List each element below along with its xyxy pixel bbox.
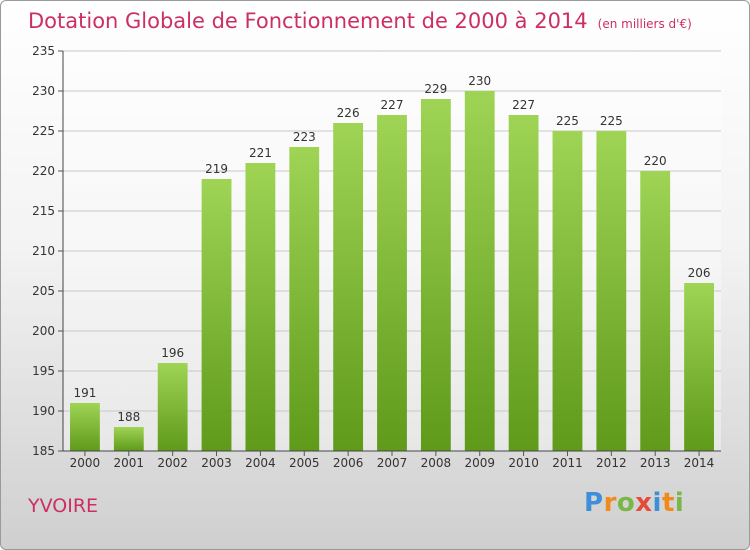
logo-letter: o [616, 488, 636, 518]
bar [508, 115, 539, 451]
bar-value-label: 188 [117, 410, 140, 424]
bar-value-label: 219 [205, 162, 228, 176]
logo-letter: t [661, 488, 675, 518]
chart-title: Dotation Globale de Fonctionnement de 20… [28, 9, 692, 33]
x-tick-label: 2009 [464, 456, 495, 470]
x-tick-label: 2007 [377, 456, 408, 470]
bar [333, 123, 364, 451]
x-tick-label: 2000 [70, 456, 101, 470]
bar-value-label: 227 [381, 98, 404, 112]
bar [157, 363, 188, 451]
y-tick-label: 215 [32, 204, 55, 218]
y-tick-label: 235 [32, 44, 55, 58]
bars: 191 188 196 219 221 223 226 227 229 230 227 225 225 2… [70, 74, 714, 451]
x-tick-label: 2010 [508, 456, 539, 470]
y-tick-label: 210 [32, 244, 55, 258]
bar [420, 99, 451, 451]
logo-letter: P [584, 488, 604, 518]
bar [684, 283, 714, 451]
x-tick-label: 2013 [640, 456, 671, 470]
bar-value-label: 206 [688, 266, 711, 280]
logo-letter: x [635, 488, 653, 518]
bar-value-label: 223 [293, 130, 316, 144]
chart-title-text: Dotation Globale de Fonctionnement de 20… [28, 9, 588, 33]
y-tick-label: 200 [32, 324, 55, 338]
y-tick-label: 230 [32, 84, 55, 98]
y-tick-label: 225 [32, 124, 55, 138]
chart-subtitle: (en milliers d'€) [597, 17, 692, 31]
bar [464, 91, 495, 451]
bar-value-label: 227 [512, 98, 535, 112]
y-tick-label: 185 [32, 444, 55, 458]
bar-value-label: 230 [468, 74, 491, 88]
logo-letter: i [674, 488, 685, 518]
x-tick-label: 2006 [333, 456, 364, 470]
bar [377, 115, 407, 451]
city-name: YVOIRE [28, 495, 99, 517]
x-tick-label: 2005 [289, 456, 320, 470]
logo-letter: i [652, 488, 662, 518]
y-tick-label: 220 [32, 164, 55, 178]
bar [201, 179, 232, 451]
y-tick-label: 190 [32, 404, 55, 418]
bar [113, 427, 144, 451]
bar-value-label: 196 [161, 346, 184, 360]
y-tick-label: 195 [32, 364, 55, 378]
bar [245, 163, 276, 451]
y-tick-label: 205 [32, 284, 55, 298]
proxiti-logo: Proxiti [584, 488, 684, 518]
bar [552, 131, 583, 451]
x-tick-label: 2014 [684, 456, 715, 470]
logo-letter: r [603, 488, 617, 518]
bar [70, 403, 100, 451]
bar [640, 171, 671, 451]
bar-value-label: 229 [424, 82, 447, 96]
bar [289, 147, 320, 451]
x-tick-label: 2003 [201, 456, 232, 470]
x-tick-label: 2008 [421, 456, 452, 470]
x-tick-label: 2004 [245, 456, 276, 470]
bar-value-label: 221 [249, 146, 272, 160]
axes: 185 190 195 200 205 210 215 220 225 230 235 2000 200… [32, 44, 721, 470]
bar-value-label: 191 [73, 386, 96, 400]
bar-value-label: 226 [337, 106, 360, 120]
x-tick-label: 2011 [552, 456, 583, 470]
x-tick-label: 2002 [157, 456, 188, 470]
bar-value-label: 225 [600, 114, 623, 128]
x-tick-label: 2001 [114, 456, 145, 470]
bar-value-label: 225 [556, 114, 579, 128]
bar [596, 131, 627, 451]
x-tick-label: 2012 [596, 456, 627, 470]
bar-value-label: 220 [644, 154, 667, 168]
